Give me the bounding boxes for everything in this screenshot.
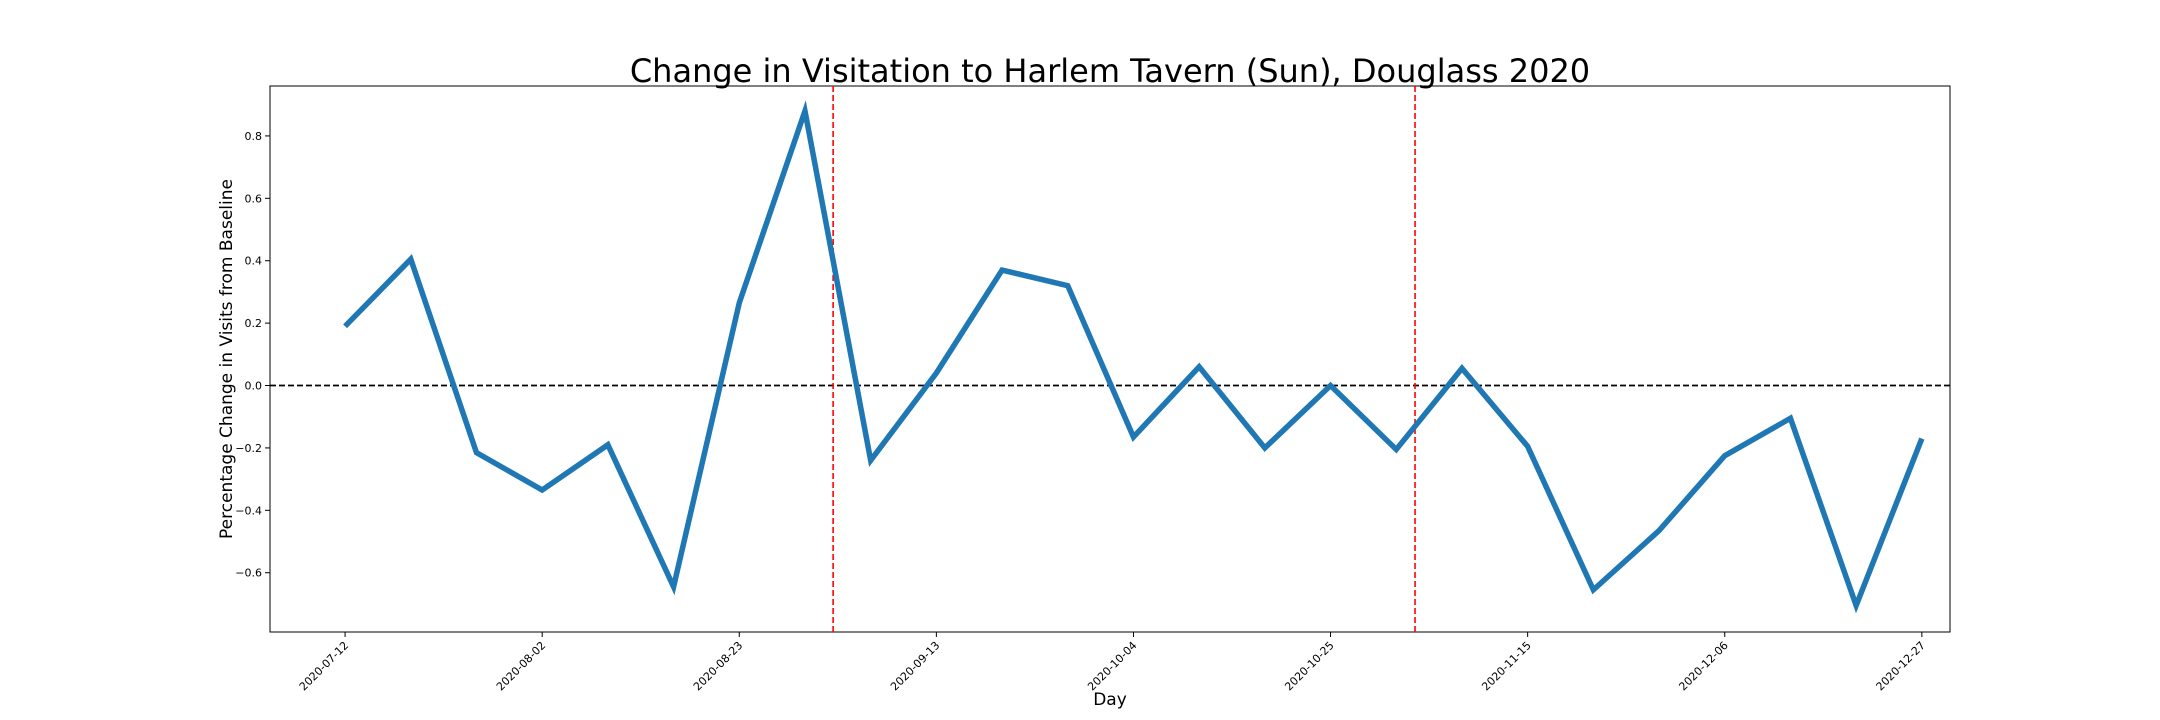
series-line-1 (343, 100, 1925, 614)
y-tick-label: 0.2 (245, 317, 263, 330)
y-tick-label: −0.6 (235, 567, 262, 580)
x-tick-label: 2020-10-04 (1085, 639, 1139, 693)
y-tick-label: −0.4 (235, 504, 262, 517)
x-tick-label: 2020-07-12 (297, 639, 351, 693)
x-axis: 2020-07-12 2020-08-02 2020-08-23 2020-09-13… (297, 632, 1928, 693)
y-tick-label: 0.0 (245, 380, 263, 393)
y-tick-label: 0.8 (245, 130, 263, 143)
y-tick-label: 0.6 (245, 192, 263, 205)
x-tick-label: 2020-08-23 (691, 639, 745, 693)
x-axis-label: Day (1093, 690, 1127, 710)
x-tick-label: 2020-08-02 (494, 639, 548, 693)
x-tick-label: 2020-09-13 (888, 639, 942, 693)
plot-area (269, 85, 1951, 633)
chart-title: Change in Visitation to Harlem Tavern (S… (630, 52, 1590, 90)
x-tick-label: 2020-12-06 (1676, 639, 1730, 693)
y-tick-label: 0.4 (245, 255, 263, 268)
x-tick-label: 2020-12-27 (1874, 639, 1928, 693)
x-tick-label: 2020-10-25 (1282, 639, 1336, 693)
y-axis-label: Percentage Change in Visits from Baselin… (217, 179, 237, 539)
y-tick-label: −0.2 (235, 442, 262, 455)
y-axis: −0.6 −0.4 −0.2 0.0 0.2 0.4 0.6 0.8 (235, 130, 270, 580)
x-tick-label: 2020-11-15 (1479, 639, 1533, 693)
series-layer (343, 100, 1925, 614)
